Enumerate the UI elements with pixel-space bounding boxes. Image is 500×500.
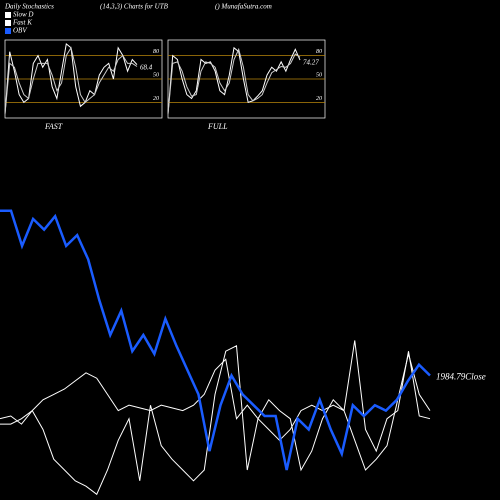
legend-label: Slow D: [13, 11, 33, 19]
y-tick-label: 50: [316, 72, 322, 78]
legend-swatch: [5, 28, 11, 34]
series-line: [0, 340, 431, 453]
header-subtitle: (14,3,3) Charts for UTB: [100, 3, 169, 11]
legend-label: Fast K: [12, 19, 32, 27]
y-tick-label: 20: [316, 96, 322, 102]
y-tick-label: 20: [153, 96, 159, 102]
legend-label: OBV: [13, 27, 27, 35]
value-label: 74.27: [303, 59, 319, 67]
y-tick-label: 80: [153, 49, 159, 55]
series-line: [0, 209, 431, 471]
series-line: [167, 47, 301, 115]
legend-swatch: [5, 12, 11, 18]
header-title: Daily Stochastics: [4, 3, 54, 11]
value-label: 68.4: [140, 63, 153, 71]
header-source: () MunafaSutra.com: [215, 3, 272, 11]
series-line: [4, 46, 138, 115]
y-tick-label: 80: [316, 49, 322, 55]
panel-title: FULL: [207, 122, 228, 131]
annotation: 1984.79Close: [436, 372, 486, 382]
series-line: [0, 345, 431, 496]
legend-swatch: [5, 20, 11, 26]
panel-title: FAST: [44, 122, 63, 131]
y-tick-label: 50: [153, 72, 159, 78]
